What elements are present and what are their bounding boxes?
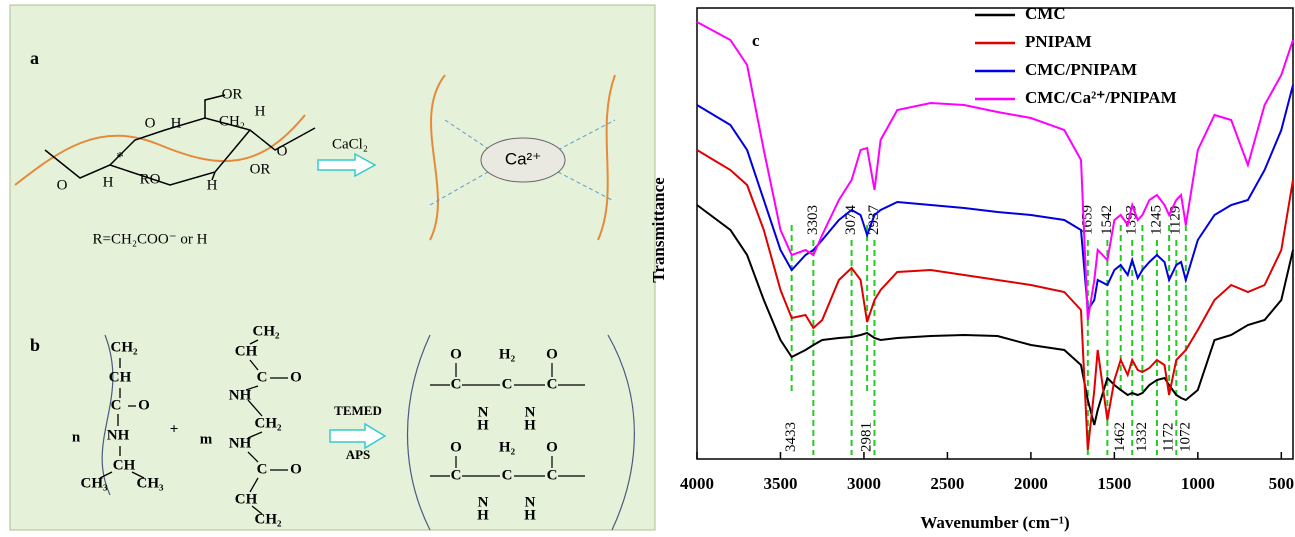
atom-label: n	[72, 429, 81, 445]
plot-frame	[697, 8, 1293, 459]
atom-label: CH₃	[81, 475, 109, 491]
atom-label: CH₂	[219, 113, 245, 129]
atom-label: O	[290, 461, 302, 477]
atom-label: C	[257, 461, 268, 477]
atom-label: C	[451, 467, 462, 483]
atom-label: NH	[229, 387, 252, 403]
atom-label: OR	[250, 161, 271, 177]
annotation-label: 1462	[1112, 422, 1128, 452]
reagent: CaCl₂	[332, 136, 368, 152]
legend-label: PNIPAM	[1025, 32, 1092, 51]
series-line	[697, 205, 1293, 425]
atom-label: O	[57, 177, 68, 193]
atom-label: O	[290, 369, 302, 385]
figure: abOHORCH₂HOORHROHO*R=CH₂COO⁻ or HCaCl₂Ca…	[0, 0, 1295, 537]
ion-label: Ca²⁺	[505, 149, 541, 168]
atom-label: O	[546, 346, 558, 362]
atom-label: C	[502, 467, 513, 483]
atom-label: H	[524, 507, 536, 523]
atom-label: H₂	[499, 439, 516, 455]
atom-label: H₂	[499, 346, 516, 362]
atom-label: CH	[235, 343, 258, 359]
series-line	[697, 150, 1293, 450]
x-tick-label: 3000	[847, 474, 881, 493]
x-tick-label: 500	[1269, 474, 1295, 493]
annotation-label: 1332	[1134, 422, 1150, 452]
legend-label: CMC/Ca²⁺/PNIPAM	[1025, 88, 1177, 107]
atom-label: C	[502, 376, 513, 392]
x-tick-label: 3500	[763, 474, 797, 493]
panel-label: b	[30, 335, 40, 355]
x-tick-label: 2000	[1014, 474, 1048, 493]
annotation-label: 1129	[1168, 206, 1184, 235]
annotation-label: 2981	[859, 422, 875, 452]
atom-label: C	[547, 376, 558, 392]
atom-label: CH₂	[255, 415, 283, 431]
atom-label: C	[451, 376, 462, 392]
atom-label: CH₂	[253, 323, 281, 339]
atom-label: CH₃	[137, 475, 165, 491]
x-axis-title: Wavenumber (cm⁻¹)	[920, 513, 1069, 532]
panel-label: c	[752, 31, 760, 50]
atom-label: m	[200, 431, 213, 447]
x-tick-label: 4000	[680, 474, 714, 493]
annotation-label: 1245	[1148, 205, 1164, 235]
atom-label: CH	[109, 369, 132, 385]
reagent: TEMED	[334, 403, 382, 418]
atom-label: O	[450, 346, 462, 362]
panel-label: a	[30, 48, 39, 68]
atom-label: H	[524, 417, 536, 433]
series-line	[697, 22, 1293, 320]
atom-label: O	[145, 115, 156, 131]
atom-label: H	[171, 115, 182, 131]
legend-label: CMC	[1025, 4, 1066, 23]
atom-label: H	[255, 103, 266, 119]
atom-label: C	[257, 369, 268, 385]
annotation-label: 3074	[843, 205, 859, 236]
atom-label: *	[116, 149, 124, 165]
atom-label: NH	[107, 427, 130, 443]
atom-label: O	[138, 397, 150, 413]
diagram-panel	[10, 5, 655, 530]
annotation-label: 3433	[783, 422, 799, 452]
reagent: APS	[346, 447, 371, 462]
atom-label: CH	[113, 457, 136, 473]
atom-label: CH	[235, 491, 258, 507]
series-line	[697, 85, 1293, 310]
x-tick-label: 1000	[1181, 474, 1215, 493]
legend-label: CMC/PNIPAM	[1025, 60, 1137, 79]
atom-label: O	[546, 439, 558, 455]
atom-label: OR	[222, 86, 243, 102]
x-tick-label: 1500	[1097, 474, 1131, 493]
y-axis-title: Transmittance	[649, 177, 668, 283]
annotation-label: 1172	[1161, 423, 1177, 452]
atom-label: NH	[229, 435, 252, 451]
atom-label: C	[111, 397, 122, 413]
atom-label: H	[207, 177, 218, 193]
atom-label: C	[547, 467, 558, 483]
atom-label: CH₂	[255, 511, 283, 527]
atom-label: O	[450, 439, 462, 455]
atom-label: O	[277, 143, 288, 159]
atom-label: CH₂	[111, 339, 139, 355]
atom-label: +	[170, 421, 179, 437]
atom-label: RO	[140, 171, 161, 187]
x-tick-label: 2500	[930, 474, 964, 493]
atom-label: H	[477, 417, 489, 433]
atom-label: H	[103, 174, 114, 190]
annotation-label: 3303	[805, 205, 821, 235]
atom-label: H	[477, 507, 489, 523]
substituent-note: R=CH₂COO⁻ or H	[93, 231, 208, 247]
annotation-label: 1072	[1177, 422, 1193, 452]
